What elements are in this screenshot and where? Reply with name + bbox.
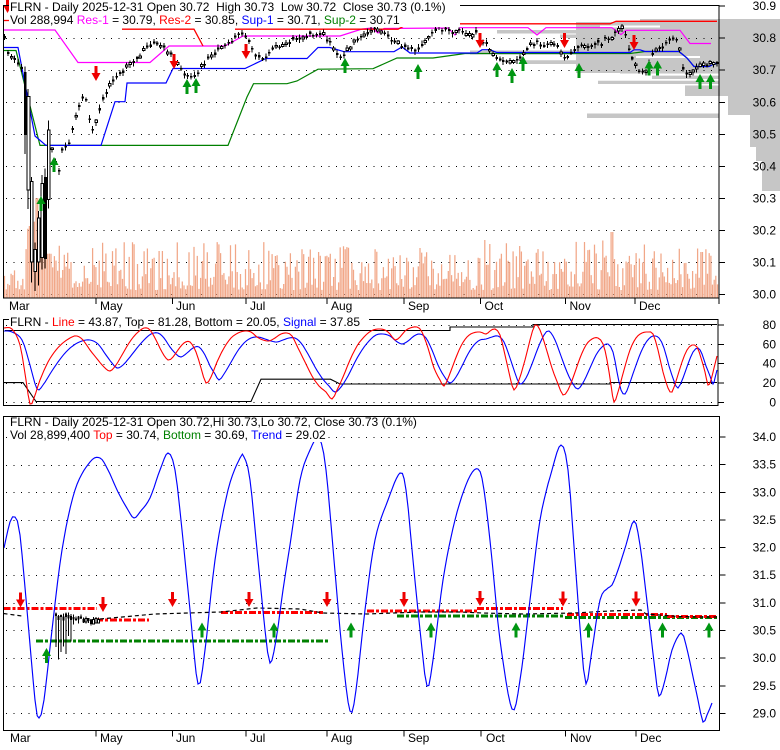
- svg-text:29.5: 29.5: [753, 679, 777, 693]
- svg-text:Oct: Oct: [486, 731, 505, 745]
- svg-text:20: 20: [763, 376, 777, 390]
- svg-text:32.0: 32.0: [753, 541, 777, 555]
- svg-text:30.0: 30.0: [753, 651, 777, 665]
- svg-text:30.4: 30.4: [753, 159, 777, 173]
- svg-text:Jul: Jul: [250, 731, 265, 745]
- svg-text:29.0: 29.0: [753, 706, 777, 720]
- svg-text:34.0: 34.0: [753, 430, 777, 444]
- svg-text:30.1: 30.1: [753, 256, 777, 270]
- svg-text:30.5: 30.5: [753, 127, 777, 141]
- svg-text:Vol 28,899,400 Top = 30.74, Bo: Vol 28,899,400 Top = 30.74, Bottom = 30.…: [10, 428, 326, 442]
- svg-text:33.5: 33.5: [753, 458, 777, 472]
- svg-text:Nov: Nov: [570, 731, 591, 745]
- svg-text:Oct: Oct: [485, 299, 504, 313]
- svg-text:30.0: 30.0: [753, 288, 777, 302]
- svg-text:FLRN - Daily 2025-12-31 Open 3: FLRN - Daily 2025-12-31 Open 30.72,Hi 30…: [10, 415, 417, 429]
- svg-text:Jul: Jul: [250, 299, 265, 313]
- svg-text:30.7: 30.7: [753, 63, 777, 77]
- svg-text:May: May: [100, 731, 123, 745]
- svg-text:Mar: Mar: [9, 299, 30, 313]
- svg-text:Dec: Dec: [639, 299, 660, 313]
- svg-text:Jun: Jun: [176, 299, 195, 313]
- svg-text:30.9: 30.9: [753, 0, 777, 13]
- svg-text:30.3: 30.3: [753, 191, 777, 205]
- svg-text:Sep: Sep: [408, 731, 430, 745]
- svg-text:May: May: [100, 299, 123, 313]
- svg-text:30.6: 30.6: [753, 95, 777, 109]
- svg-text:30.5: 30.5: [753, 624, 777, 638]
- svg-text:80: 80: [763, 318, 777, 332]
- svg-text:32.5: 32.5: [753, 513, 777, 527]
- svg-text:Mar: Mar: [10, 731, 31, 745]
- svg-text:31.5: 31.5: [753, 568, 777, 582]
- svg-text:FLRN - Daily 2025-12-31 Open 3: FLRN - Daily 2025-12-31 Open 30.72 High …: [10, 0, 446, 14]
- svg-text:Vol 288,994 Res-1 = 30.79, Res: Vol 288,994 Res-1 = 30.79, Res-2 = 30.85…: [10, 13, 400, 27]
- svg-text:30.2: 30.2: [753, 223, 777, 237]
- svg-text:Dec: Dec: [640, 731, 661, 745]
- svg-text:FLRN - Line = 43.87, Top = 81.: FLRN - Line = 43.87, Top = 81.28, Bottom…: [10, 315, 360, 329]
- svg-text:30.8: 30.8: [753, 31, 777, 45]
- svg-text:40: 40: [763, 357, 777, 371]
- svg-text:33.0: 33.0: [753, 485, 777, 499]
- svg-text:Aug: Aug: [331, 731, 352, 745]
- svg-text:Aug: Aug: [331, 299, 352, 313]
- svg-text:Nov: Nov: [570, 299, 591, 313]
- svg-text:31.0: 31.0: [753, 596, 777, 610]
- svg-text:60: 60: [763, 337, 777, 351]
- svg-text:0: 0: [769, 395, 776, 409]
- svg-text:Sep: Sep: [408, 299, 430, 313]
- svg-text:Jun: Jun: [176, 731, 195, 745]
